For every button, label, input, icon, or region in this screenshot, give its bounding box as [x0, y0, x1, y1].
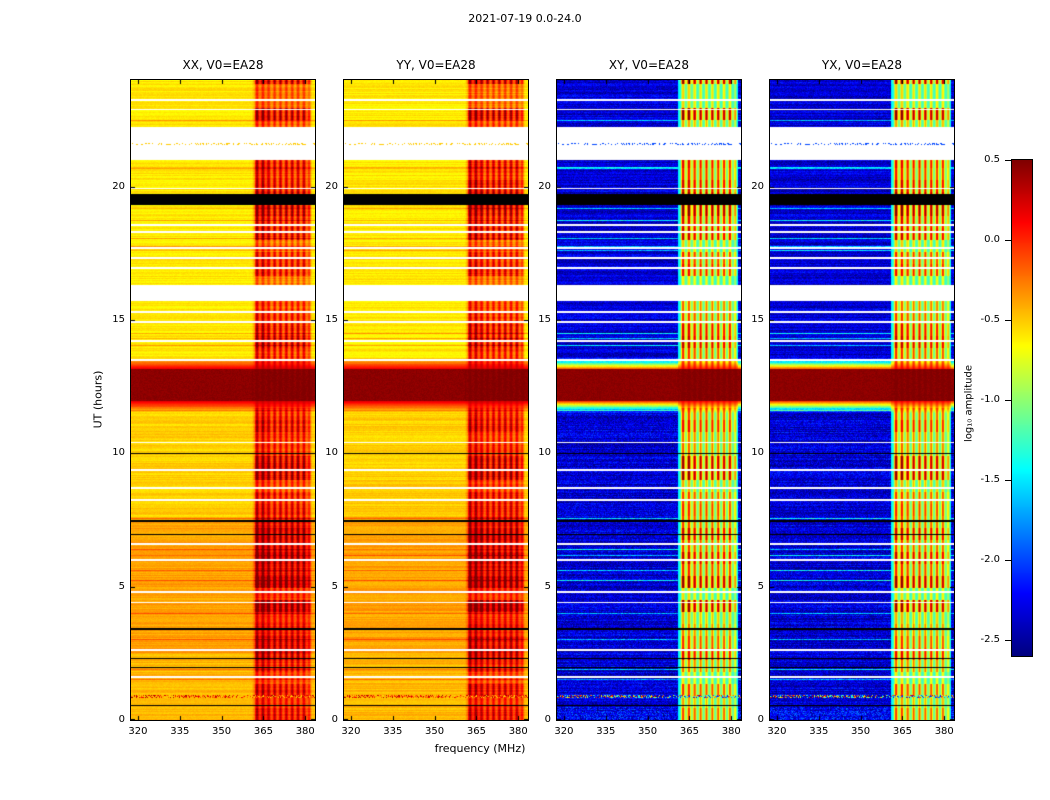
colorbar-tick-label: 0.5 — [984, 154, 1000, 165]
x-tick-label: 350 — [212, 726, 232, 737]
figure-title: 2021-07-19 0.0-24.0 — [468, 12, 582, 25]
x-axis-label: frequency (MHz) — [434, 742, 526, 755]
x-tick-label: 350 — [638, 726, 658, 737]
colorbar-label: log₁₀ amplitude — [963, 365, 975, 442]
y-tick-label: 0 — [331, 714, 338, 725]
spectrogram-panel-xx — [130, 79, 316, 721]
colorbar-tick-label: 0.0 — [984, 234, 1000, 245]
y-tick-label: 5 — [118, 580, 125, 592]
x-tick-label: 365 — [679, 726, 699, 737]
colorbar-tick-label: -0.5 — [980, 314, 1000, 325]
colorbar-tick-mark — [1005, 560, 1011, 561]
y-tick-label: 0 — [544, 714, 551, 725]
x-tick-label: 335 — [596, 726, 616, 737]
colorbar-frame — [1011, 159, 1033, 657]
x-tick-label: 350 — [425, 726, 445, 737]
y-tick-label: 15 — [538, 314, 551, 325]
panel-title-yx: YX, V0=EA28 — [821, 58, 903, 72]
colorbar-tick-label: -1.5 — [980, 474, 1000, 485]
x-tick-label: 335 — [809, 726, 829, 737]
y-tick-label: 0 — [757, 714, 764, 725]
spectrogram-canvas-yy — [344, 80, 528, 720]
colorbar-tick-label: -1.0 — [980, 394, 1000, 405]
spectrogram-canvas-xy — [557, 80, 741, 720]
y-tick-label: 10 — [112, 447, 125, 459]
spectrogram-panel-yy — [343, 79, 529, 721]
panel-title-xx: XX, V0=EA28 — [182, 58, 264, 72]
x-tick-label: 320 — [767, 726, 787, 737]
colorbar-tick-mark — [1005, 320, 1011, 321]
y-tick-label: 15 — [112, 314, 125, 325]
x-tick-label: 380 — [295, 726, 315, 737]
y-tick-label: 20 — [112, 180, 125, 192]
y-tick-label: 5 — [757, 580, 764, 592]
y-axis-label: UT (hours) — [91, 370, 105, 429]
x-tick-label: 365 — [253, 726, 273, 737]
spectrogram-panel-yx — [769, 79, 955, 721]
colorbar-tick-mark — [1005, 400, 1011, 401]
y-tick-label: 5 — [331, 580, 338, 592]
spectrogram-canvas-xx — [131, 80, 315, 720]
y-tick-label: 5 — [544, 580, 551, 592]
panel-title-xy: XY, V0=EA28 — [608, 58, 690, 72]
colorbar-tick-label: -2.5 — [980, 634, 1000, 645]
y-tick-label: 20 — [538, 180, 551, 192]
x-tick-label: 365 — [466, 726, 486, 737]
x-tick-label: 380 — [934, 726, 954, 737]
colorbar-tick-mark — [1005, 160, 1011, 161]
y-tick-label: 10 — [325, 447, 338, 459]
spectrogram-panel-xy — [556, 79, 742, 721]
x-tick-label: 320 — [128, 726, 148, 737]
colorbar-tick-label: -2.0 — [980, 554, 1000, 565]
x-tick-label: 365 — [892, 726, 912, 737]
colorbar-canvas — [1012, 160, 1032, 656]
y-tick-label: 10 — [751, 447, 764, 459]
y-tick-label: 20 — [751, 180, 764, 192]
x-tick-label: 320 — [554, 726, 574, 737]
panel-title-yy: YY, V0=EA28 — [396, 58, 476, 72]
x-tick-label: 380 — [721, 726, 741, 737]
colorbar-tick-mark — [1005, 240, 1011, 241]
x-tick-label: 335 — [383, 726, 403, 737]
colorbar-tick-mark — [1005, 640, 1011, 641]
x-tick-label: 320 — [341, 726, 361, 737]
colorbar-tick-mark — [1005, 480, 1011, 481]
y-tick-label: 15 — [751, 314, 764, 325]
spectrogram-canvas-yx — [770, 80, 954, 720]
x-tick-label: 335 — [170, 726, 190, 737]
y-tick-label: 15 — [325, 314, 338, 325]
y-tick-label: 10 — [538, 447, 551, 459]
x-tick-label: 380 — [508, 726, 528, 737]
y-tick-label: 20 — [325, 180, 338, 192]
x-tick-label: 350 — [851, 726, 871, 737]
y-tick-label: 0 — [118, 714, 125, 725]
